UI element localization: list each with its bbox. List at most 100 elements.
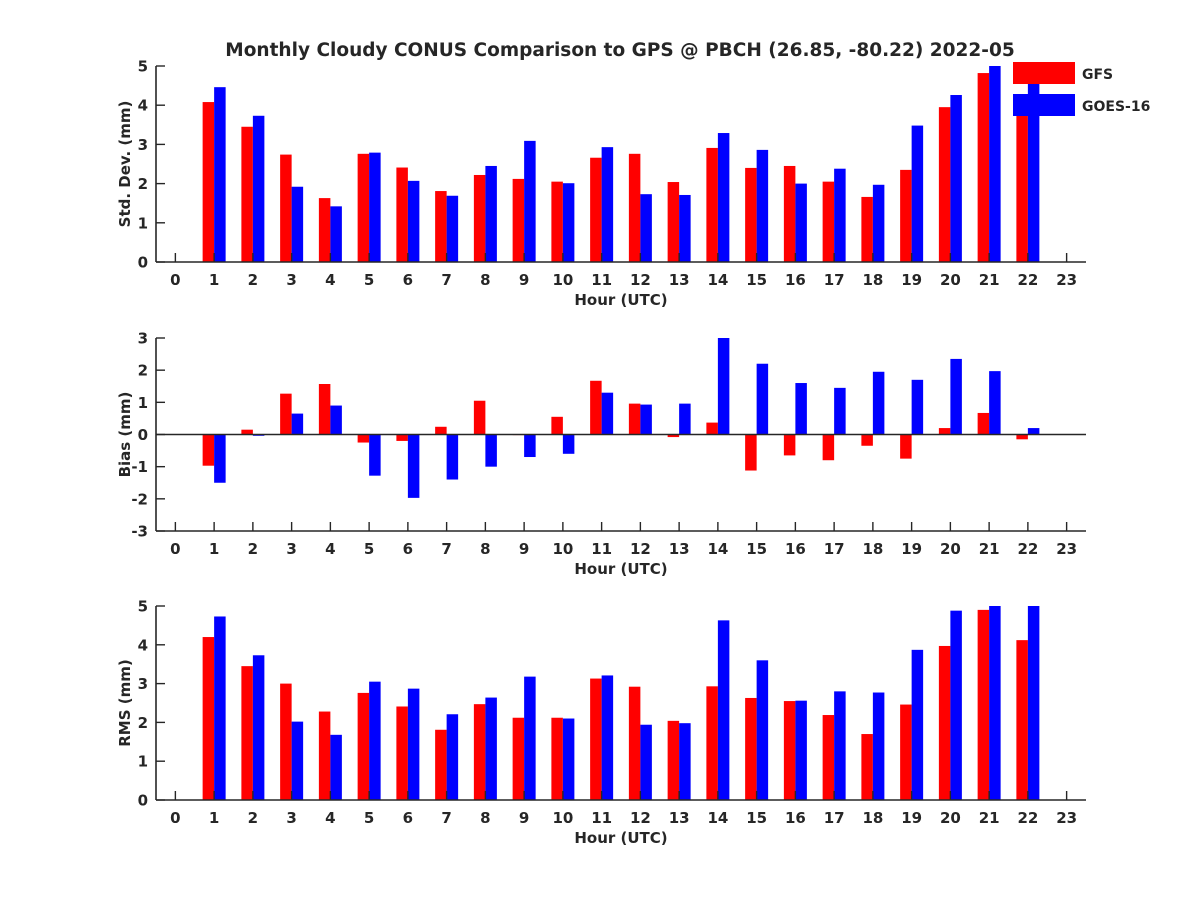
bar-goes-16-hour-12 [640,724,652,800]
x-axis-label: Hour (UTC) [574,291,667,309]
bar-gfs-hour-13 [667,182,680,262]
x-tick-label: 21 [979,271,1000,289]
bar-goes-16-hour-17 [834,387,846,435]
bar-goes-16-hour-20 [950,358,962,435]
x-tick-label: 12 [630,540,651,558]
x-tick-label: 15 [746,271,767,289]
x-tick-label: 19 [901,540,922,558]
bar-goes-16-hour-9 [524,434,536,458]
bar-goes-16-hour-17 [834,168,846,262]
x-tick-label: 3 [286,540,296,558]
y-tick-label: 5 [138,58,148,76]
bar-gfs-hour-21 [977,609,990,800]
bar-gfs-hour-3 [280,393,292,435]
bar-goes-16-hour-3 [291,186,304,262]
bar-goes-16-hour-17 [834,691,846,800]
bar-gfs-hour-22 [1016,100,1028,262]
bar-gfs-hour-16 [783,165,796,262]
bar-gfs-hour-7 [435,191,447,262]
bar-gfs-hour-12 [628,153,641,262]
bar-gfs-hour-2 [241,429,253,435]
bar-goes-16-hour-22 [1027,606,1040,800]
bar-gfs-hour-4 [318,198,331,262]
bar-gfs-hour-1 [202,637,215,800]
x-tick-label: 19 [901,271,922,289]
bar-goes-16-hour-13 [679,194,691,262]
x-tick-label: 3 [286,271,296,289]
bar-goes-16-hour-18 [872,184,885,262]
bar-gfs-hour-17 [822,434,835,461]
bar-goes-16-hour-12 [640,404,652,435]
figure-title: Monthly Cloudy CONUS Comparison to GPS @… [225,40,1014,61]
bar-gfs-hour-1 [202,434,215,466]
bar-goes-16-hour-1 [214,434,226,483]
bar-goes-16-hour-19 [911,649,924,800]
bar-goes-16-hour-12 [640,194,652,262]
bar-gfs-hour-17 [822,715,835,800]
x-tick-label: 23 [1056,540,1077,558]
bar-gfs-hour-10 [551,717,563,800]
bar-gfs-hour-19 [900,434,912,459]
x-tick-label: 15 [746,540,767,558]
bar-gfs-hour-6 [396,434,408,441]
x-tick-label: 7 [441,540,451,558]
x-tick-label: 14 [707,540,728,558]
bar-gfs-hour-19 [900,169,912,262]
bar-gfs-hour-8 [473,400,486,435]
bar-goes-16-hour-19 [911,125,924,262]
x-tick-label: 14 [707,271,728,289]
y-tick-label: 0 [138,792,148,810]
bar-gfs-hour-8 [473,704,486,800]
x-tick-label: 23 [1056,271,1077,289]
bar-goes-16-hour-21 [989,66,1001,262]
x-tick-label: 6 [403,540,413,558]
x-tick-label: 17 [824,271,845,289]
bar-goes-16-hour-7 [446,434,459,480]
bar-gfs-hour-8 [473,174,486,262]
bar-goes-16-hour-15 [756,660,769,800]
x-tick-label: 7 [441,809,451,827]
y-tick-label: 2 [138,175,148,193]
x-tick-label: 0 [170,809,180,827]
bar-goes-16-hour-14 [717,338,730,435]
bar-gfs-hour-14 [706,422,718,435]
bar-gfs-hour-15 [745,167,757,262]
bar-gfs-hour-5 [357,434,370,443]
bar-gfs-hour-12 [628,403,641,435]
y-tick-label: 3 [138,675,148,693]
x-tick-label: 18 [862,540,883,558]
x-tick-label: 16 [785,271,806,289]
bar-gfs-hour-3 [280,154,292,262]
y-tick-label: 5 [138,598,148,616]
x-tick-label: 1 [209,540,219,558]
legend-label-goes-16: GOES-16 [1082,99,1150,115]
bar-gfs-hour-7 [435,426,447,435]
bar-gfs-hour-19 [900,704,912,800]
x-tick-label: 12 [630,271,651,289]
bar-gfs-hour-13 [667,720,680,800]
y-tick-label: 2 [138,714,148,732]
bar-gfs-hour-12 [628,686,641,800]
bar-goes-16-hour-2 [252,655,265,800]
x-tick-label: 11 [591,271,612,289]
bar-gfs-hour-20 [938,107,951,262]
y-tick-label: 1 [138,753,148,771]
y-tick-label: 2 [138,362,148,380]
bar-goes-16-hour-8 [485,165,497,262]
y-tick-label: 0 [138,254,148,272]
bar-gfs-hour-2 [241,666,253,800]
bar-gfs-hour-22 [1016,434,1028,440]
bar-goes-16-hour-9 [524,676,536,800]
bar-goes-16-hour-6 [407,180,420,262]
bar-gfs-hour-4 [318,711,331,800]
bar-goes-16-hour-20 [950,610,962,800]
x-tick-label: 9 [519,809,529,827]
x-tick-label: 5 [364,809,374,827]
x-tick-label: 21 [979,540,1000,558]
y-tick-label: 3 [138,136,148,154]
x-tick-label: 8 [480,540,490,558]
